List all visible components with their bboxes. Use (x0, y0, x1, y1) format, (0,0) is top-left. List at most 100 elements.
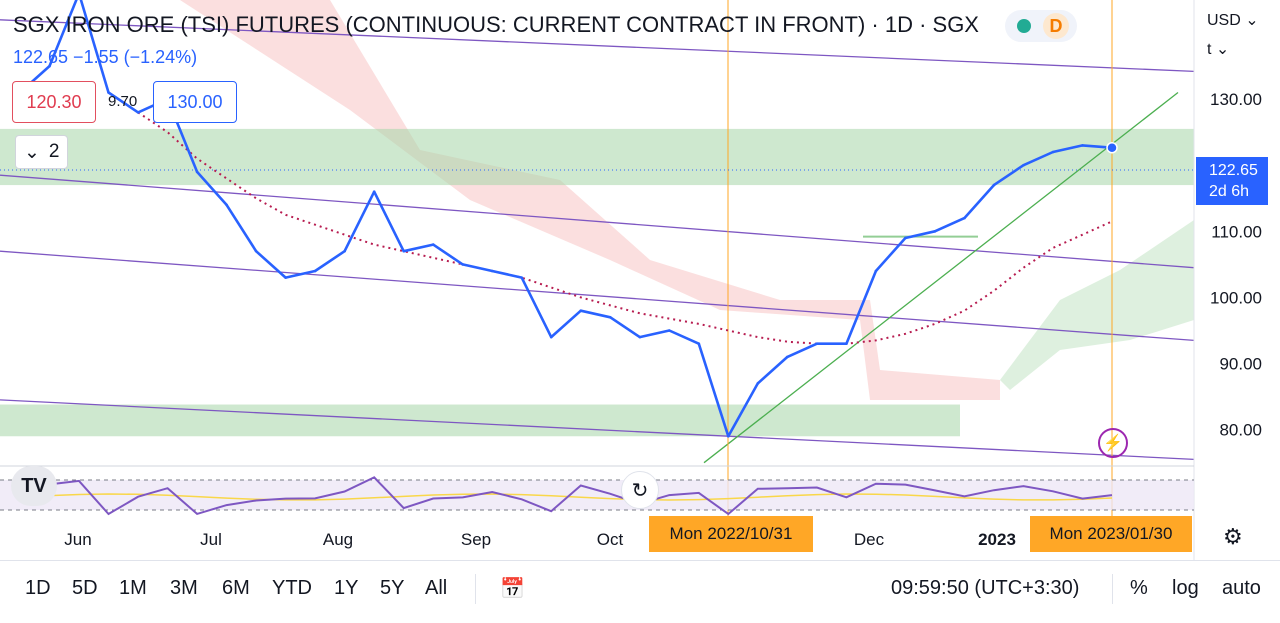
price-point (756, 382, 760, 385)
moving-average (137, 111, 1113, 345)
toolbar-divider (475, 574, 476, 604)
price-point (845, 342, 848, 346)
price-point (933, 230, 937, 233)
price-point (313, 269, 317, 273)
channel-line-1 (0, 19, 1195, 73)
moving-average-line (137, 111, 1113, 345)
price-point (402, 249, 405, 253)
time-label: Aug (323, 530, 353, 549)
price-point (786, 355, 789, 359)
market-open-dot (1017, 19, 1031, 33)
price-point (1081, 144, 1084, 147)
price-point (284, 276, 287, 279)
price-quote: 122.65 −1.55 (−1.24%) (13, 47, 198, 67)
time-label: Sep (461, 530, 491, 549)
price-point (520, 276, 524, 279)
range-button-1m[interactable]: 1M (119, 577, 147, 599)
price-point (549, 335, 553, 339)
time-label: 2023 (978, 530, 1016, 549)
price-point (963, 216, 966, 220)
currency-label: USD (1207, 12, 1241, 29)
time-axis: Jun Jul Aug Sep Oct Dec 2023 (64, 530, 1016, 549)
currency-selector[interactable]: USD ⌄ (1207, 12, 1259, 29)
price-line (19, 0, 1113, 438)
price-point (136, 111, 140, 114)
last-price-value: 122.65 (1209, 162, 1258, 179)
tradingview-logo-icon[interactable]: TV (11, 466, 57, 506)
price-point (1022, 163, 1025, 167)
channel-lines (0, 19, 1195, 464)
price-point (579, 309, 583, 312)
toolbar-divider (1112, 574, 1113, 604)
price-point (1051, 150, 1055, 154)
bar-countdown: 2d 6h (1209, 183, 1250, 200)
indicators-toggle[interactable]: ⌄ 2 (15, 135, 68, 169)
time-label: Jul (200, 530, 222, 549)
range-button-6m[interactable]: 6M (222, 577, 250, 599)
bearish-cloud (180, 0, 1000, 400)
price-tick-label: 130.00 (1210, 90, 1262, 109)
bullish-cloud (1000, 220, 1194, 390)
price-tick-label: 110.00 (1211, 222, 1262, 241)
price-point (48, 64, 51, 68)
price-point (727, 434, 730, 438)
price-point (904, 236, 907, 240)
price-point (107, 91, 110, 94)
range-button-1d[interactable]: 1D (25, 577, 51, 599)
sell-price-box[interactable]: 120.30 (12, 81, 96, 123)
price-point (343, 249, 346, 253)
price-point (254, 249, 258, 253)
range-button-all[interactable]: All (425, 577, 448, 599)
market-status-pill[interactable]: D (1005, 10, 1077, 42)
time-label: Jun (64, 530, 91, 549)
settings-gear-icon[interactable]: ⚙ (1223, 524, 1243, 549)
price-point (815, 342, 819, 346)
price-point (372, 190, 376, 193)
chevron-down-icon: ⌄ (24, 141, 40, 163)
reset-chart-icon[interactable]: ↻ (621, 471, 659, 509)
channel-line-2 (0, 174, 1195, 269)
crosshair-left-date: Mon 2022/10/31 (649, 516, 813, 552)
price-tick-label: 80.00 (1219, 421, 1262, 440)
trendline (703, 92, 1179, 464)
rsi-signal-line (19, 493, 1113, 501)
calendar-range-icon[interactable]: 📅 (500, 578, 525, 600)
bottom-toolbar (0, 560, 1280, 619)
price-point (608, 315, 612, 319)
percent-toggle[interactable]: % (1130, 577, 1148, 599)
price-point (431, 243, 435, 246)
rsi-line (19, 476, 1113, 516)
delayed-badge: D (1043, 13, 1069, 39)
price-point (697, 342, 701, 346)
price-series (18, 0, 1118, 438)
range-button-ytd[interactable]: YTD (272, 577, 312, 599)
indicator-count: 2 (48, 141, 60, 162)
price-tick-label: 100.00 (1210, 288, 1262, 307)
unit-selector[interactable]: t ⌄ (1207, 41, 1230, 58)
range-button-5d[interactable]: 5D (72, 577, 98, 599)
price-point (461, 263, 465, 266)
chart-title: SGX IRON ORE (TSI) FUTURES (CONTINUOUS: … (13, 12, 979, 37)
ichimoku-cloud (180, 0, 1194, 400)
support-zone (0, 404, 960, 437)
last-price-tag: 122.65 2d 6h (1196, 157, 1268, 205)
buy-price-box[interactable]: 130.00 (153, 81, 237, 123)
price-point (874, 269, 878, 273)
last-price-marker (1106, 141, 1118, 154)
price-point (490, 269, 494, 273)
channel-line-4 (0, 399, 1195, 461)
time-label: Oct (597, 530, 624, 549)
price-point (667, 329, 671, 332)
rsi-pane (0, 476, 1194, 516)
crosshair-right-date: Mon 2023/01/30 (1030, 516, 1192, 552)
auto-toggle[interactable]: auto (1222, 577, 1261, 599)
range-button-5y[interactable]: 5Y (380, 577, 405, 599)
price-point (195, 170, 199, 174)
lightning-icon[interactable]: ⚡ (1098, 428, 1128, 458)
range-button-1y[interactable]: 1Y (334, 577, 359, 599)
timezone-clock[interactable]: 09:59:50 (UTC+3:30) (891, 577, 1080, 599)
log-toggle[interactable]: log (1172, 577, 1199, 599)
range-button-3m[interactable]: 3M (170, 577, 198, 599)
